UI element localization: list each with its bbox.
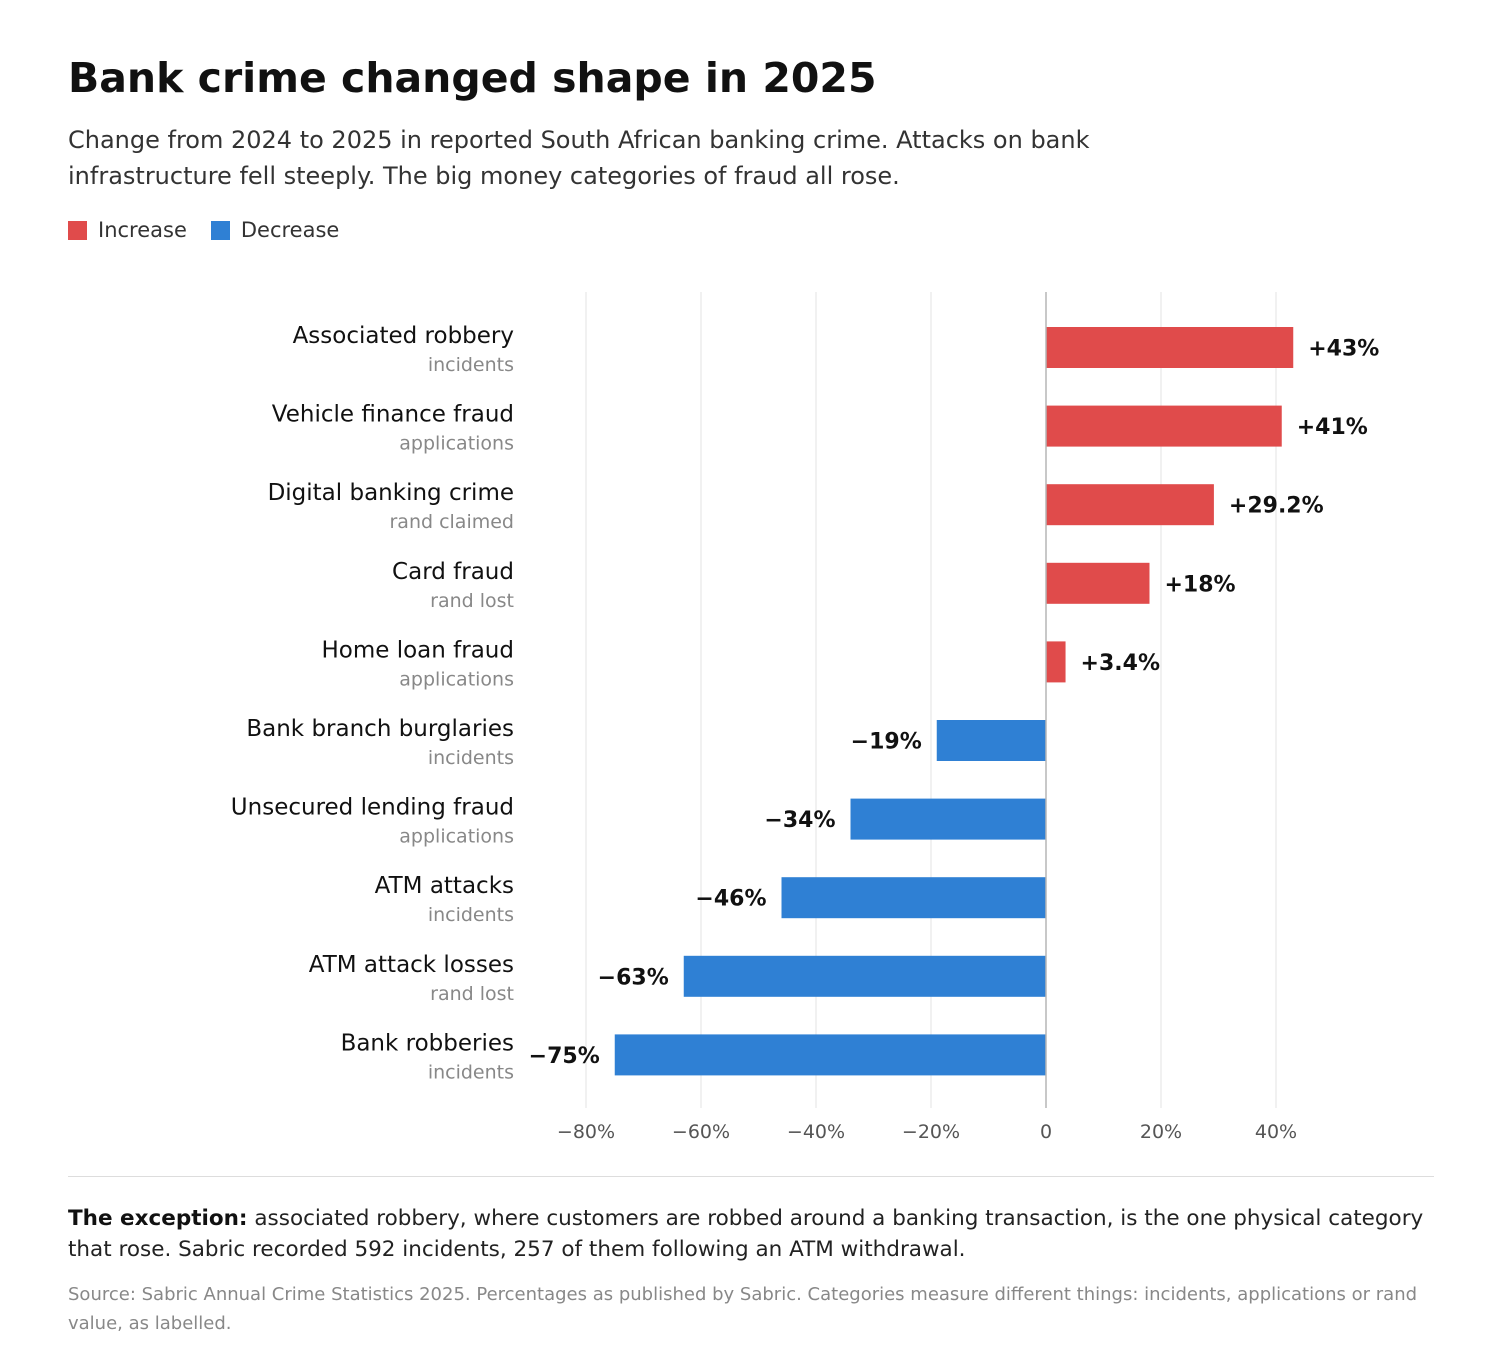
legend-swatch-decrease [210, 220, 230, 240]
legend-label-increase: Increase [98, 218, 187, 242]
x-tick-label: 20% [1140, 1121, 1182, 1143]
bar-chart: +43% Associated robbery incidents +41% Vehic… [231, 292, 1379, 1143]
data-label: −75% [529, 1044, 600, 1069]
chart-title: Bank crime changed shape in 2025 [68, 54, 877, 102]
bar [683, 955, 1046, 997]
source-note: Source: Sabric Annual Crime Statistics 2… [68, 1284, 1418, 1334]
bar [1046, 562, 1150, 604]
category-label: Digital banking crime [268, 480, 514, 506]
category-label: Bank branch burglaries [246, 716, 514, 742]
category-label: Card fraud [392, 559, 514, 585]
category-unit: applications [399, 433, 514, 455]
bar [936, 720, 1046, 761]
data-label: −34% [764, 808, 835, 833]
bar [781, 877, 1046, 919]
category-unit: incidents [428, 904, 514, 926]
category-unit: incidents [428, 747, 514, 769]
x-tick-label: −40% [787, 1121, 845, 1143]
data-label: +18% [1165, 572, 1236, 597]
data-label: +3.4% [1081, 651, 1160, 676]
category-label: ATM attacks [375, 873, 514, 899]
x-tick-label: 0 [1040, 1121, 1052, 1143]
category-label: Home loan fraud [321, 637, 514, 663]
category-label: ATM attack losses [309, 952, 514, 978]
data-label: −46% [695, 887, 766, 912]
category-label: Associated robbery [293, 323, 514, 349]
chart-subtitle: Change from 2024 to 2025 in reported Sou… [68, 126, 1090, 190]
data-label: +41% [1297, 415, 1368, 440]
legend-item-increase: Increase [68, 218, 187, 242]
data-label: +43% [1308, 337, 1379, 362]
data-label: −19% [851, 730, 922, 755]
bar [1046, 405, 1282, 447]
bar [850, 798, 1046, 840]
category-label: Bank robberies [341, 1030, 514, 1056]
legend-swatch-increase [68, 220, 87, 240]
data-label: −63% [598, 965, 669, 990]
category-unit: incidents [428, 1061, 514, 1083]
legend-label-decrease: Decrease [240, 218, 340, 242]
x-tick-label: 40% [1255, 1121, 1297, 1143]
x-tick-label: −80% [557, 1121, 615, 1143]
x-tick-label: −60% [672, 1121, 730, 1143]
category-label: Vehicle finance fraud [272, 402, 514, 428]
category-label: Unsecured lending fraud [231, 795, 514, 821]
bar [614, 1034, 1046, 1076]
x-tick-label: −20% [902, 1121, 960, 1143]
bar [1046, 484, 1214, 526]
footnote-text: associated robbery, where customers are … [68, 1206, 1424, 1262]
category-unit: rand lost [430, 590, 514, 612]
category-unit: applications [399, 668, 514, 690]
legend: Increase Decrease [68, 218, 363, 242]
category-unit: applications [399, 826, 514, 848]
category-unit: incidents [428, 354, 514, 376]
bar [1046, 327, 1294, 368]
bar [1046, 641, 1066, 683]
footnote-lead: The exception: [68, 1206, 248, 1231]
divider [68, 1176, 1434, 1177]
category-unit: rand lost [430, 983, 514, 1005]
category-unit: rand claimed [389, 511, 514, 533]
legend-item-decrease: Decrease [210, 218, 340, 242]
footnote: The exception: associated robbery, where… [68, 1203, 1438, 1265]
data-label: +29.2% [1229, 494, 1324, 519]
